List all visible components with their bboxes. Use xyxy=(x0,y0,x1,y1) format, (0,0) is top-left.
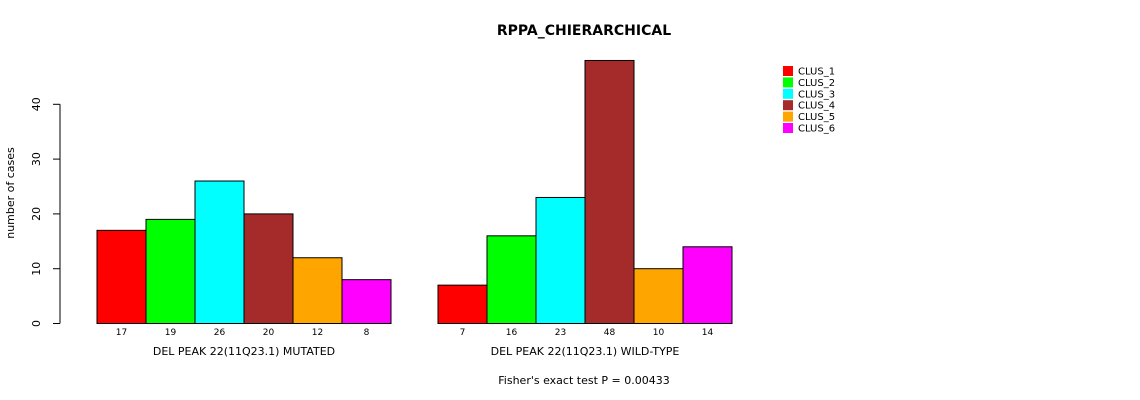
bar-count-label: 20 xyxy=(263,328,275,338)
bar-clus-2 xyxy=(145,218,196,325)
legend-swatch xyxy=(783,123,793,133)
bar-count-label: 7 xyxy=(460,328,466,338)
y-axis-label: number of cases xyxy=(4,147,17,239)
bar-count-label: 19 xyxy=(165,328,177,338)
legend-label: CLUS_1 xyxy=(798,67,835,78)
legend-label: CLUS_5 xyxy=(798,112,835,123)
legend-swatch xyxy=(783,111,793,122)
bar-clus-3 xyxy=(194,180,245,324)
group-label: DEL PEAK 22(11Q23.1) WILD-TYPE xyxy=(491,345,680,358)
bar-count-label: 12 xyxy=(312,328,323,338)
bar-clus-6 xyxy=(682,246,733,324)
bars xyxy=(96,59,733,325)
group-label: DEL PEAK 22(11Q23.1) MUTATED xyxy=(153,345,335,358)
legend-label: CLUS_3 xyxy=(798,89,835,100)
bar-count-label: 10 xyxy=(653,328,665,338)
y-tick-label: 0 xyxy=(30,320,43,327)
bar-count-label: 23 xyxy=(555,328,566,338)
legend-label: CLUS_6 xyxy=(798,124,835,135)
legend-swatch xyxy=(783,100,793,111)
bar-count-label: 17 xyxy=(116,328,127,338)
bar-count-label: 26 xyxy=(214,328,226,338)
bar-clus-4 xyxy=(243,213,294,324)
bar-count-label: 8 xyxy=(364,328,370,338)
bar-clus-6 xyxy=(341,279,392,325)
bar-clus-5 xyxy=(633,268,684,325)
chart-title: RPPA_CHIERARCHICAL xyxy=(497,23,671,39)
y-tick-label: 10 xyxy=(30,262,43,276)
bar-clus-5 xyxy=(292,257,343,324)
bar-clus-1 xyxy=(437,284,488,325)
bar-count-label: 16 xyxy=(506,328,518,338)
legend-swatch xyxy=(783,88,793,99)
fisher-test-footnote: Fisher's exact test P = 0.00433 xyxy=(498,374,669,387)
y-axis: 0 10 20 30 40 xyxy=(30,97,61,327)
bar-clus-4 xyxy=(584,59,635,325)
bar-count-labels: 17 19 26 20 12 8 7 16 23 48 10 14 xyxy=(116,328,714,338)
bar-clus-2 xyxy=(486,235,537,325)
legend-swatch xyxy=(783,77,793,88)
y-tick-label: 30 xyxy=(30,152,43,166)
y-tick-label: 40 xyxy=(30,97,43,111)
bar-count-label: 14 xyxy=(702,328,714,338)
bar-clus-1 xyxy=(96,229,147,324)
bar-count-label: 48 xyxy=(604,328,616,338)
y-tick-label: 20 xyxy=(30,207,43,221)
group-labels: DEL PEAK 22(11Q23.1) MUTATED DEL PEAK 22(… xyxy=(153,345,680,358)
bar-clus-3 xyxy=(535,196,586,325)
legend-swatch xyxy=(783,66,793,76)
legend-label: CLUS_4 xyxy=(798,101,835,112)
legend-label: CLUS_2 xyxy=(798,78,835,89)
